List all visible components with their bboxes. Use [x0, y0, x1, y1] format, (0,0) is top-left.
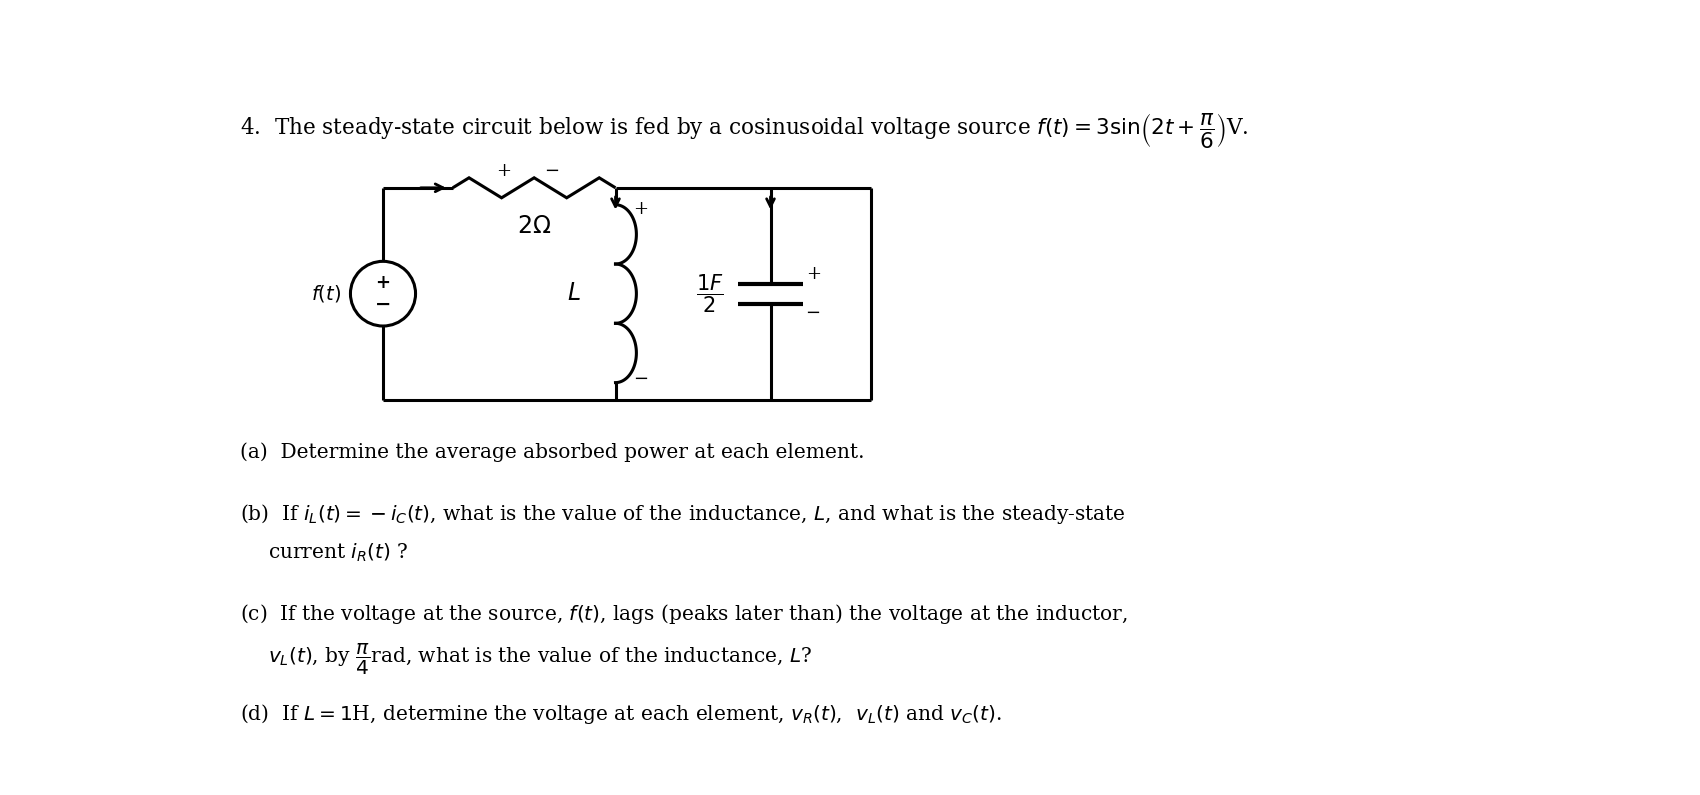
Text: (d)  If $L = 1$H, determine the voltage at each element, $v_R(t)$,  $v_L(t)$ and: (d) If $L = 1$H, determine the voltage a…	[240, 702, 1001, 726]
Text: $\dfrac{1F}{2}$: $\dfrac{1F}{2}$	[697, 273, 724, 315]
Text: $v_L(t)$, by $\dfrac{\pi}{4}$rad, what is the value of the inductance, $L$?: $v_L(t)$, by $\dfrac{\pi}{4}$rad, what i…	[269, 642, 813, 677]
Text: current $i_R(t)$ ?: current $i_R(t)$ ?	[269, 542, 408, 564]
Text: −: −	[374, 296, 391, 313]
Text: −: −	[632, 370, 648, 388]
Text: (a)  Determine the average absorbed power at each element.: (a) Determine the average absorbed power…	[240, 442, 864, 462]
Text: +: +	[806, 266, 821, 284]
Text: (c)  If the voltage at the source, $f(t)$, lags (peaks later than) the voltage a: (c) If the voltage at the source, $f(t)$…	[240, 602, 1127, 626]
Text: +: +	[376, 274, 391, 292]
Text: $L$: $L$	[566, 282, 581, 305]
Text: $2\Omega$: $2\Omega$	[517, 215, 551, 238]
Text: 4.  The steady-state circuit below is fed by a cosinusoidal voltage source $f(t): 4. The steady-state circuit below is fed…	[240, 111, 1248, 149]
Text: +: +	[632, 200, 648, 218]
Text: −: −	[544, 162, 559, 180]
Text: $f(t)$: $f(t)$	[311, 283, 342, 304]
Text: +: +	[496, 162, 510, 180]
Text: (b)  If $i_L(t) = -i_C(t)$, what is the value of the inductance, $L$, and what i: (b) If $i_L(t) = -i_C(t)$, what is the v…	[240, 502, 1125, 526]
Text: −: −	[806, 304, 821, 322]
